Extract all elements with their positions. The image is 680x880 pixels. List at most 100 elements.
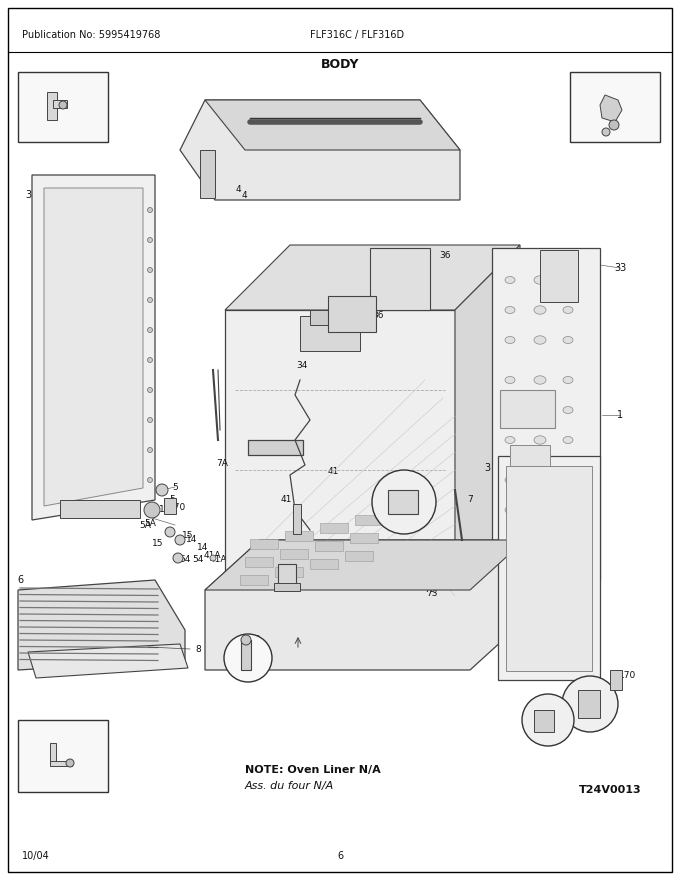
Ellipse shape bbox=[534, 436, 546, 444]
Ellipse shape bbox=[505, 541, 515, 548]
Text: 73: 73 bbox=[424, 585, 436, 595]
Ellipse shape bbox=[534, 406, 546, 414]
Circle shape bbox=[224, 634, 272, 682]
Text: 73: 73 bbox=[426, 590, 438, 598]
Circle shape bbox=[241, 635, 251, 645]
Text: 43: 43 bbox=[250, 635, 260, 644]
Ellipse shape bbox=[534, 376, 546, 385]
Polygon shape bbox=[205, 100, 460, 150]
Bar bbox=[18, 72, 108, 142]
Text: 58B: 58B bbox=[452, 540, 469, 549]
Bar bbox=[280, 549, 308, 559]
Bar bbox=[310, 310, 350, 325]
Circle shape bbox=[609, 120, 619, 130]
Bar bbox=[285, 531, 313, 541]
Ellipse shape bbox=[505, 436, 515, 444]
Bar bbox=[240, 575, 268, 585]
Bar bbox=[300, 316, 360, 351]
Text: 41A: 41A bbox=[209, 555, 226, 564]
Ellipse shape bbox=[505, 336, 515, 343]
Bar bbox=[540, 250, 578, 302]
Circle shape bbox=[562, 676, 618, 732]
Circle shape bbox=[148, 268, 152, 273]
Ellipse shape bbox=[563, 336, 573, 343]
Text: 39: 39 bbox=[644, 77, 656, 87]
Circle shape bbox=[148, 448, 152, 452]
Text: 5: 5 bbox=[172, 482, 178, 492]
Text: 3: 3 bbox=[484, 463, 490, 473]
Circle shape bbox=[144, 502, 160, 518]
Polygon shape bbox=[18, 580, 185, 670]
Ellipse shape bbox=[563, 507, 573, 514]
Circle shape bbox=[210, 555, 216, 561]
Ellipse shape bbox=[505, 476, 515, 483]
Text: 34: 34 bbox=[296, 361, 307, 370]
Text: 93: 93 bbox=[297, 562, 309, 571]
Polygon shape bbox=[370, 248, 430, 310]
Text: 1: 1 bbox=[617, 410, 623, 420]
Ellipse shape bbox=[563, 541, 573, 548]
Text: 36: 36 bbox=[372, 311, 384, 319]
Text: 5A: 5A bbox=[144, 519, 156, 529]
Text: 15: 15 bbox=[182, 532, 194, 540]
Ellipse shape bbox=[563, 377, 573, 384]
Ellipse shape bbox=[534, 506, 546, 514]
Bar bbox=[320, 523, 348, 533]
Polygon shape bbox=[225, 310, 455, 580]
Text: 41: 41 bbox=[327, 467, 339, 476]
Text: 185: 185 bbox=[259, 441, 277, 450]
Bar bbox=[293, 504, 301, 534]
Text: 33: 33 bbox=[614, 263, 626, 273]
Ellipse shape bbox=[563, 476, 573, 483]
Bar bbox=[278, 564, 296, 586]
Circle shape bbox=[148, 238, 152, 243]
Text: 21: 21 bbox=[398, 500, 409, 509]
Text: 35: 35 bbox=[350, 327, 362, 336]
Bar bbox=[350, 533, 378, 543]
Bar bbox=[500, 390, 555, 428]
Text: 15: 15 bbox=[152, 539, 164, 547]
Circle shape bbox=[372, 470, 436, 534]
Text: 5: 5 bbox=[169, 495, 175, 504]
Circle shape bbox=[148, 297, 152, 303]
Text: FLF316C / FLF316D: FLF316C / FLF316D bbox=[310, 30, 404, 40]
Circle shape bbox=[165, 527, 175, 537]
Text: BODY: BODY bbox=[321, 58, 359, 71]
Circle shape bbox=[148, 357, 152, 363]
Polygon shape bbox=[28, 644, 188, 678]
Ellipse shape bbox=[505, 507, 515, 514]
Polygon shape bbox=[32, 175, 155, 520]
Bar bbox=[248, 440, 303, 455]
Circle shape bbox=[148, 417, 152, 422]
Ellipse shape bbox=[534, 305, 546, 314]
Bar bbox=[345, 551, 373, 561]
Text: 170: 170 bbox=[619, 671, 636, 679]
Text: 4: 4 bbox=[241, 190, 247, 200]
Text: 14: 14 bbox=[197, 544, 209, 553]
Circle shape bbox=[175, 535, 185, 545]
Text: 54: 54 bbox=[180, 555, 190, 564]
Text: 36: 36 bbox=[439, 251, 451, 260]
Text: 58A: 58A bbox=[424, 540, 440, 549]
Text: 3: 3 bbox=[25, 190, 31, 200]
Bar bbox=[250, 539, 278, 549]
Bar bbox=[164, 498, 176, 514]
Bar bbox=[50, 761, 72, 766]
Bar bbox=[534, 710, 554, 732]
Ellipse shape bbox=[563, 436, 573, 444]
Bar bbox=[310, 559, 338, 569]
Bar bbox=[274, 583, 300, 591]
Text: 170: 170 bbox=[169, 503, 186, 512]
Bar bbox=[315, 541, 343, 551]
Text: 32: 32 bbox=[350, 126, 360, 135]
Ellipse shape bbox=[505, 276, 515, 283]
Bar bbox=[328, 296, 376, 332]
Circle shape bbox=[522, 694, 574, 746]
Bar bbox=[241, 640, 251, 670]
Polygon shape bbox=[455, 245, 520, 580]
Polygon shape bbox=[225, 245, 520, 310]
Polygon shape bbox=[205, 540, 525, 590]
Text: 32: 32 bbox=[330, 126, 341, 135]
Text: Ass. du four N/A: Ass. du four N/A bbox=[245, 781, 335, 791]
Polygon shape bbox=[205, 540, 525, 670]
